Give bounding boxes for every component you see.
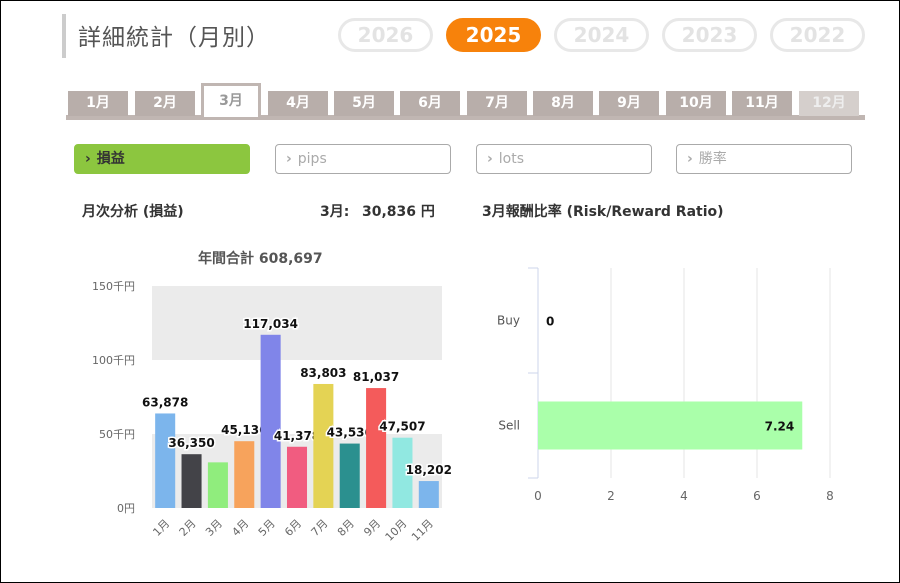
y-category-label: Sell <box>498 419 520 433</box>
bar-data-label: 47,507 <box>379 420 425 434</box>
bar <box>313 383 334 508</box>
x-tick-label: 8月 <box>335 517 357 539</box>
tab-month-4[interactable]: 4月 <box>268 91 328 116</box>
year-2025-button[interactable]: 2025 <box>446 18 541 52</box>
x-tick-label: 2 <box>607 489 615 503</box>
bar-data-label: 0 <box>546 315 554 329</box>
metric-pips-label: pips <box>297 151 327 167</box>
page-title: 詳細統計（月別） <box>78 25 270 51</box>
ratio-bar <box>538 401 803 450</box>
metric-pips-button[interactable]: › pips <box>275 144 451 174</box>
year-2023-button[interactable]: 2023 <box>662 18 757 52</box>
x-tick-label: 2月 <box>177 517 199 539</box>
metric-winrate-button[interactable]: › 勝率 <box>676 144 852 174</box>
metric-lots-button[interactable]: › lots <box>476 144 652 174</box>
tab-month-12: 12月 <box>799 91 859 116</box>
y-tick-label: 50千円 <box>99 428 135 441</box>
bar <box>207 462 228 508</box>
selected-month-value: 30,836 円 <box>362 204 435 220</box>
x-tick-label: 4 <box>680 489 688 503</box>
bar-data-label: 18,202 <box>406 463 452 477</box>
bar-data-label: 81,037 <box>353 370 399 384</box>
x-tick-label: 11月 <box>409 517 436 544</box>
year-2022-button[interactable]: 2022 <box>770 18 865 52</box>
tab-month-3[interactable]: 3月 <box>201 83 261 117</box>
bar-data-label: 117,034 <box>243 317 298 331</box>
metric-profit-label: 損益 <box>96 151 125 167</box>
bar-data-label: 83,803 <box>300 366 346 380</box>
bar <box>392 437 413 508</box>
y-category-label: Buy <box>497 314 520 328</box>
x-tick-label: 6 <box>753 489 761 503</box>
bar <box>286 446 308 508</box>
plot-band <box>152 286 442 360</box>
tab-month-10[interactable]: 10月 <box>666 91 726 116</box>
x-tick-label: 1月 <box>150 517 172 539</box>
x-tick-label: 5月 <box>256 517 278 539</box>
bar-data-label: 45,136 <box>221 423 267 437</box>
annual-total: 年間合計 608,697 <box>198 251 323 267</box>
metric-lots-label: lots <box>498 151 525 167</box>
bar <box>260 334 281 508</box>
bar <box>181 454 202 508</box>
title-accent-bar <box>62 14 66 58</box>
x-tick-label: 9月 <box>361 517 383 539</box>
chevron-right-icon: › <box>85 151 91 167</box>
bar <box>155 413 176 508</box>
year-2026-button[interactable]: 2026 <box>338 18 433 52</box>
tab-month-9[interactable]: 9月 <box>599 91 659 116</box>
bar <box>234 441 255 508</box>
metric-profit-button[interactable]: › 損益 <box>74 144 250 174</box>
bar <box>418 481 439 508</box>
bar <box>366 388 387 508</box>
monthly-analysis-title: 月次分析 (損益) <box>82 204 184 220</box>
tab-month-11[interactable]: 11月 <box>732 91 792 116</box>
tab-month-6[interactable]: 6月 <box>400 91 460 116</box>
tab-month-1[interactable]: 1月 <box>68 91 128 116</box>
x-tick-label: 4月 <box>229 517 251 539</box>
bar-data-label: 63,878 <box>142 395 188 409</box>
selected-month-label: 3月: <box>320 204 350 220</box>
bar-data-label: 43,536 <box>327 426 373 440</box>
x-tick-label: 6月 <box>282 517 304 539</box>
ratio-chart-title: 3月報酬比率 (Risk/Reward Ratio) <box>482 204 724 220</box>
x-tick-label: 7月 <box>309 517 331 539</box>
tab-month-2[interactable]: 2月 <box>135 91 195 116</box>
tab-month-5[interactable]: 5月 <box>334 91 394 116</box>
chevron-right-icon: › <box>286 151 292 167</box>
metric-winrate-label: 勝率 <box>698 151 727 167</box>
x-tick-label: 8 <box>826 489 834 503</box>
year-2024-button[interactable]: 2024 <box>554 18 649 52</box>
bar-data-label: 36,350 <box>168 436 214 450</box>
y-tick-label: 0円 <box>117 502 135 515</box>
chevron-right-icon: › <box>487 151 493 167</box>
bar-data-label: 41,378 <box>274 429 320 443</box>
tab-month-8[interactable]: 8月 <box>533 91 593 116</box>
month-tab-underline <box>66 115 865 120</box>
x-tick-label: 3月 <box>203 517 225 539</box>
bar <box>339 443 360 508</box>
bar-data-label: 7.24 <box>765 420 795 434</box>
y-tick-label: 100千円 <box>92 354 135 367</box>
tab-month-7[interactable]: 7月 <box>467 91 527 116</box>
x-tick-label: 10月 <box>383 517 410 544</box>
y-tick-label: 150千円 <box>92 280 135 293</box>
chevron-right-icon: › <box>687 151 693 167</box>
x-tick-label: 0 <box>534 489 542 503</box>
